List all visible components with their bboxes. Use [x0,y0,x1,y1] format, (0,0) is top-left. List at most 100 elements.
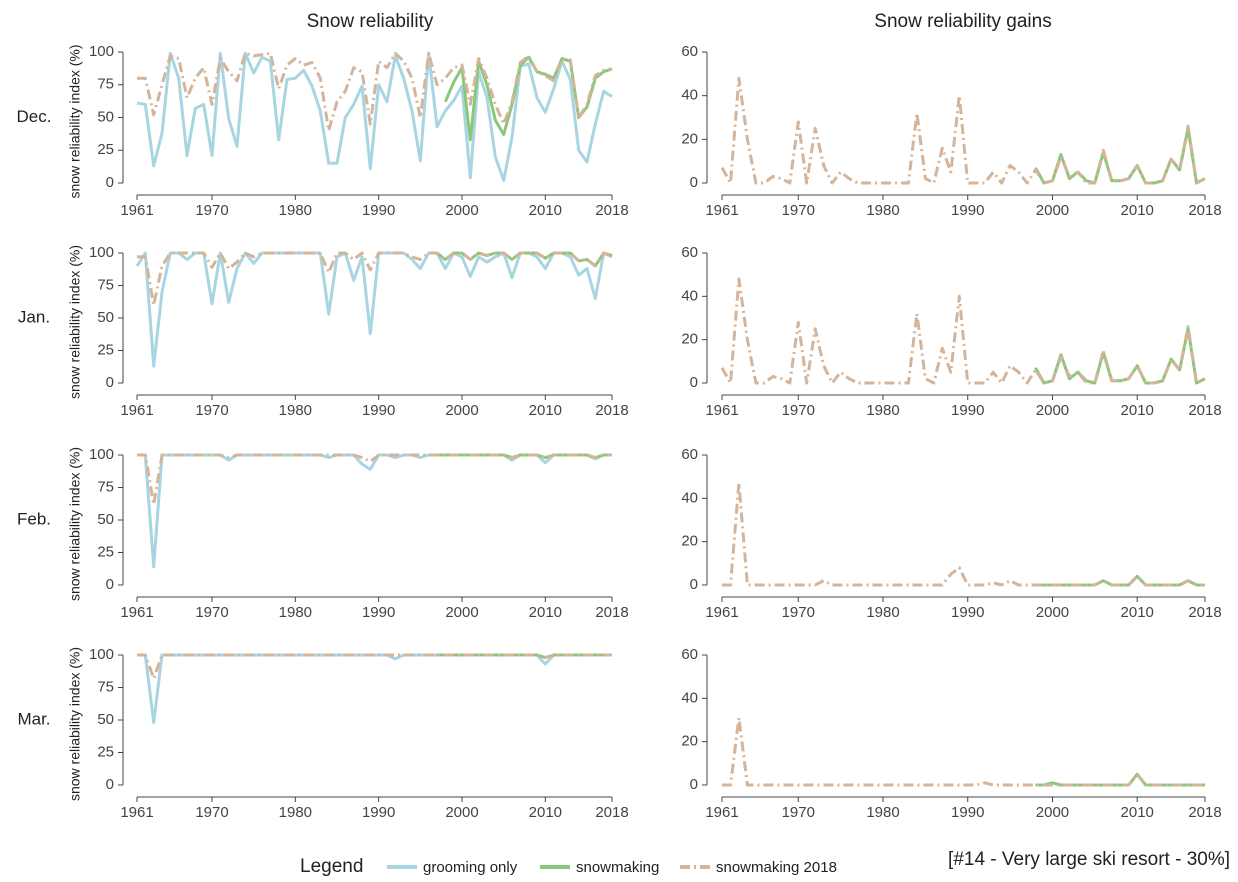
y-axis-label: snow reliability index (%) [67,447,83,601]
y-tick-label: 50 [97,108,114,125]
x-tick-label: 2010 [529,804,562,821]
x-tick-label: 1980 [866,402,899,419]
y-tick-label: 0 [690,174,698,191]
y-tick-label: 75 [97,276,114,293]
x-tick-label: 1970 [782,202,815,219]
y-tick-label: 100 [89,646,114,663]
x-tick-label: 1980 [279,402,312,419]
y-tick-label: 50 [97,711,114,728]
x-tick-label: 1990 [951,604,984,621]
y-tick-label: 50 [97,309,114,326]
y-tick-label: 20 [681,331,698,348]
x-tick-label: 2018 [1188,402,1221,419]
series-line [136,51,613,182]
y-tick-label: 40 [681,287,698,304]
legend-label: snowmaking [576,859,659,876]
column-title: Snow reliability gains [874,11,1051,32]
y-tick-label: 0 [690,576,698,593]
y-tick-label: 20 [681,733,698,750]
y-tick-label: 0 [106,576,114,593]
x-tick-label: 1970 [782,402,815,419]
legend-label: snowmaking 2018 [716,859,837,876]
x-tick-label: 1961 [120,604,153,621]
x-tick-label: 2010 [1121,804,1154,821]
x-tick-label: 2010 [529,604,562,621]
column-title: Snow reliability [307,11,434,32]
y-tick-label: 50 [97,511,114,528]
x-tick-label: 1980 [866,804,899,821]
x-tick-label: 2000 [1036,804,1069,821]
series-line [135,251,613,368]
x-tick-label: 1970 [195,402,228,419]
y-tick-label: 60 [681,244,698,261]
x-tick-label: 1980 [279,604,312,621]
series-line [720,277,1206,385]
series-line [137,653,612,680]
series-line [1035,772,1205,787]
note: [#14 - Very large ski resort - 30%] [948,849,1230,870]
y-tick-label: 60 [681,43,698,60]
y-axis-label: snow reliability index (%) [67,44,83,198]
series-line [137,453,612,506]
y-axis-label: snow reliability index (%) [67,245,83,399]
y-tick-label: 60 [681,646,698,663]
series-line [137,653,612,725]
x-tick-label: 2018 [595,402,628,419]
x-tick-label: 2010 [1121,202,1154,219]
x-tick-label: 2000 [445,202,478,219]
x-tick-label: 1961 [705,804,738,821]
x-tick-label: 1961 [120,402,153,419]
x-tick-label: 2000 [445,402,478,419]
y-tick-label: 100 [89,446,114,463]
y-tick-label: 20 [681,130,698,147]
x-tick-label: 1970 [195,604,228,621]
y-tick-label: 100 [89,244,114,261]
y-tick-label: 25 [97,743,114,760]
y-tick-label: 75 [97,478,114,495]
series-line [722,716,1205,787]
x-tick-label: 2010 [1121,604,1154,621]
y-tick-label: 75 [97,76,114,93]
row-label: Mar. [17,709,50,728]
x-tick-label: 1970 [782,604,815,621]
x-tick-label: 2018 [595,604,628,621]
x-tick-label: 1990 [951,202,984,219]
x-tick-label: 2018 [595,804,628,821]
y-tick-label: 0 [106,174,114,191]
series-line [1034,126,1206,185]
x-tick-label: 1990 [951,402,984,419]
y-tick-label: 40 [681,689,698,706]
y-tick-label: 40 [681,489,698,506]
x-tick-label: 2000 [1036,202,1069,219]
x-tick-label: 2010 [529,202,562,219]
x-tick-label: 2018 [595,202,628,219]
y-tick-label: 25 [97,341,114,358]
x-tick-label: 2000 [1036,402,1069,419]
series-line [720,76,1206,185]
y-tick-label: 0 [106,776,114,793]
x-tick-label: 2000 [1036,604,1069,621]
y-tick-label: 75 [97,678,114,695]
y-tick-label: 25 [97,543,114,560]
x-tick-label: 2018 [1188,604,1221,621]
x-tick-label: 2010 [1121,402,1154,419]
row-label: Jan. [18,307,50,326]
x-tick-label: 1990 [951,804,984,821]
x-tick-label: 2000 [445,604,478,621]
x-tick-label: 1970 [195,202,228,219]
legend-title: Legend [300,856,363,877]
x-tick-label: 2018 [1188,804,1221,821]
series-line [722,481,1205,587]
x-tick-label: 1961 [120,202,153,219]
x-tick-label: 2000 [445,804,478,821]
x-tick-label: 1980 [866,202,899,219]
x-tick-label: 2010 [529,402,562,419]
row-label: Feb. [17,509,51,528]
y-tick-label: 20 [681,533,698,550]
x-tick-label: 1970 [195,804,228,821]
x-tick-label: 1980 [279,202,312,219]
legend-label: grooming only [423,859,518,876]
x-tick-label: 1961 [705,202,738,219]
x-tick-label: 1961 [705,402,738,419]
